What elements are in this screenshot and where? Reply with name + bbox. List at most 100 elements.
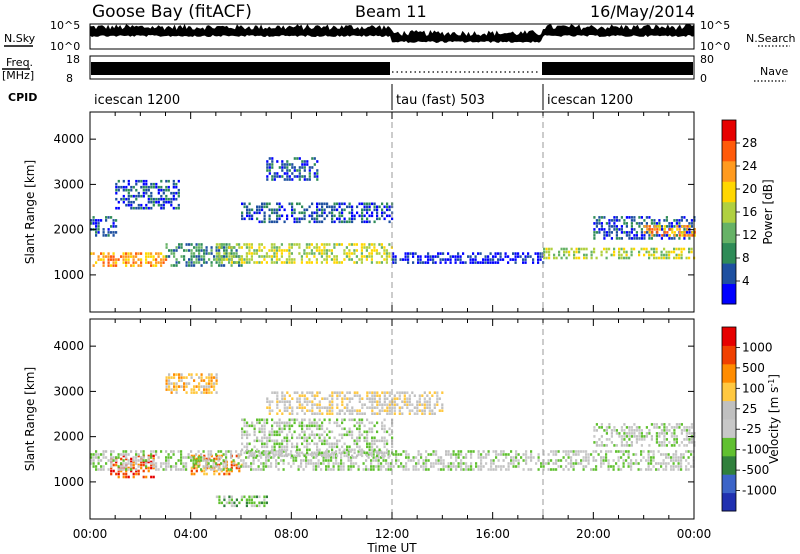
heatmap-cell [112, 459, 115, 462]
heatmap-cell [665, 256, 668, 260]
heatmap-cell [472, 468, 475, 471]
heatmap-cell [494, 255, 497, 258]
heatmap-cell [267, 465, 270, 468]
heatmap-cell [680, 253, 683, 257]
heatmap-cell [663, 228, 666, 231]
heatmap-cell [590, 453, 593, 456]
heatmap-cell [180, 450, 183, 453]
heatmap-cell [361, 448, 364, 452]
heatmap-cell [335, 462, 338, 465]
heatmap-cell [688, 429, 691, 432]
heatmap-cell [425, 462, 428, 465]
heatmap-cell [547, 459, 550, 462]
heatmap-cell [152, 466, 155, 470]
heatmap-cell [570, 462, 573, 465]
heatmap-cell [195, 261, 198, 264]
heatmap-cell [130, 264, 133, 267]
heatmap-cell [383, 211, 386, 215]
heatmap-cell [388, 214, 391, 218]
heatmap-cell [413, 394, 416, 397]
heatmap-cell [630, 222, 633, 225]
heatmap-cell [296, 406, 299, 409]
heatmap-cell [558, 253, 561, 257]
heatmap-cell [248, 258, 251, 261]
heatmap-cell [305, 252, 308, 255]
heatmap-cell [517, 462, 520, 465]
heatmap-cell [157, 191, 160, 195]
heatmap-cell [311, 214, 314, 218]
heatmap-cell [228, 495, 231, 499]
heatmap-cell [261, 220, 264, 224]
heatmap-cell [504, 255, 507, 258]
heatmap-cell [330, 258, 333, 261]
heatmap-cell [172, 465, 175, 468]
heatmap-cell [278, 400, 281, 403]
heatmap-cell [318, 208, 321, 212]
heatmap-cell [303, 214, 306, 218]
heatmap-cell [610, 432, 613, 435]
heatmap-cell [690, 438, 693, 441]
heatmap-cell [341, 445, 344, 449]
heatmap-cell [680, 256, 683, 260]
heatmap-cell [278, 427, 281, 431]
heatmap-cell [387, 468, 390, 471]
heatmap-cell [228, 472, 231, 476]
heatmap-cell [537, 459, 540, 462]
heatmap-cell [370, 261, 373, 264]
heatmap-cell [625, 459, 628, 462]
heatmap-cell [288, 439, 291, 443]
heatmap-cell [469, 258, 472, 261]
freq-tick-top: 18 [66, 53, 80, 66]
heatmap-cell [592, 450, 595, 453]
heatmap-cell [160, 465, 163, 468]
heatmap-cell [286, 178, 289, 181]
heatmap-cell [182, 462, 185, 465]
heatmap-cell [313, 421, 316, 425]
heatmap-cell [127, 475, 130, 479]
heatmap-cell [120, 466, 123, 470]
heatmap-cell [210, 453, 213, 456]
heatmap-cell [190, 258, 193, 261]
heatmap-cell [132, 456, 135, 459]
heatmap-cell [502, 465, 505, 468]
freq-unit: [MHz] [2, 69, 34, 82]
heatmap-cell [608, 225, 611, 228]
heatmap-cell [293, 430, 296, 434]
heatmap-cell [112, 252, 115, 255]
heatmap-cell [336, 442, 339, 446]
heatmap-cell [260, 501, 263, 505]
heatmap-cell [223, 460, 226, 464]
heatmap-cell [320, 468, 323, 471]
heatmap-cell [308, 409, 311, 412]
heatmap-cell [213, 469, 216, 473]
heatmap-cell [225, 462, 228, 465]
heatmap-cell [464, 261, 467, 264]
heatmap-cell [372, 468, 375, 471]
nsky-tick-top: 10^5 [50, 19, 80, 32]
heatmap-cell [168, 379, 171, 382]
heatmap-cell [130, 252, 133, 255]
heatmap-cell [353, 448, 356, 452]
heatmap-cell [283, 427, 286, 431]
heatmap-cell [258, 501, 261, 505]
heatmap-cell [228, 261, 231, 264]
heatmap-cell [688, 441, 691, 444]
heatmap-cell [223, 495, 226, 499]
heatmap-cell [328, 205, 331, 209]
heatmap-cell [422, 261, 425, 264]
heatmap-cell [270, 255, 273, 258]
heatmap-cell [243, 258, 246, 261]
date-title: 16/May/2014 [590, 2, 695, 21]
heatmap-cell [356, 409, 359, 412]
heatmap-cell [115, 456, 118, 459]
nsearch-tick-top: 10^5 [700, 19, 730, 32]
heatmap-cell [281, 163, 284, 166]
heatmap-cell [207, 450, 210, 453]
heatmap-cell [95, 456, 98, 459]
colorbar-segment [722, 222, 736, 244]
heatmap-cell [185, 264, 188, 267]
heatmap-cell [222, 453, 225, 456]
heatmap-cell [271, 451, 274, 455]
heatmap-cell [383, 430, 386, 434]
heatmap-cell [218, 252, 221, 255]
